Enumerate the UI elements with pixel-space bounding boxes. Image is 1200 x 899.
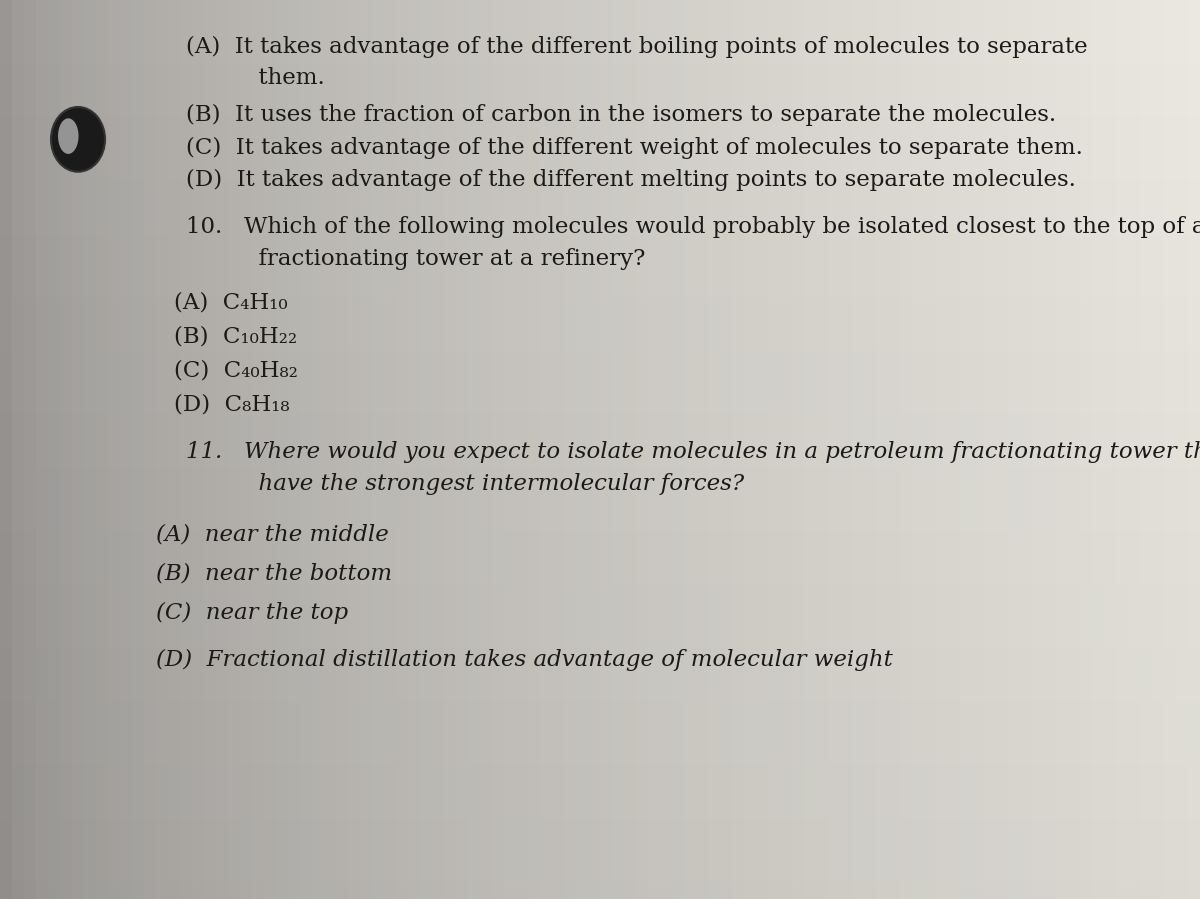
- Text: (B)  It uses the fraction of carbon in the isomers to separate the molecules.: (B) It uses the fraction of carbon in th…: [186, 104, 1056, 127]
- Text: have the strongest intermolecular forces?: have the strongest intermolecular forces…: [186, 473, 744, 494]
- Ellipse shape: [58, 119, 78, 154]
- Text: 10.   Which of the following molecules would probably be isolated closest to the: 10. Which of the following molecules wou…: [186, 216, 1200, 237]
- Text: (A)  It takes advantage of the different boiling points of molecules to separate: (A) It takes advantage of the different …: [186, 36, 1087, 58]
- Text: (C)  It takes advantage of the different weight of molecules to separate them.: (C) It takes advantage of the different …: [186, 137, 1082, 159]
- Text: (D)  Fractional distillation takes advantage of molecular weight: (D) Fractional distillation takes advant…: [156, 649, 893, 672]
- Text: (B)  near the bottom: (B) near the bottom: [156, 563, 392, 584]
- Text: (B)  C₁₀H₂₂: (B) C₁₀H₂₂: [174, 325, 298, 347]
- Text: them.: them.: [186, 67, 325, 89]
- Text: (D)  C₈H₁₈: (D) C₈H₁₈: [174, 394, 289, 415]
- Text: (A)  C₄H₁₀: (A) C₄H₁₀: [174, 291, 288, 313]
- Text: (D)  It takes advantage of the different melting points to separate molecules.: (D) It takes advantage of the different …: [186, 169, 1076, 191]
- Text: fractionating tower at a refinery?: fractionating tower at a refinery?: [186, 248, 646, 270]
- Text: 11.   Where would you expect to isolate molecules in a petroleum fractionating t: 11. Where would you expect to isolate mo…: [186, 441, 1200, 462]
- Text: (C)  C₄₀H₈₂: (C) C₄₀H₈₂: [174, 360, 298, 381]
- Text: (A)  near the middle: (A) near the middle: [156, 523, 389, 545]
- Text: (C)  near the top: (C) near the top: [156, 602, 348, 625]
- Ellipse shape: [50, 107, 106, 172]
